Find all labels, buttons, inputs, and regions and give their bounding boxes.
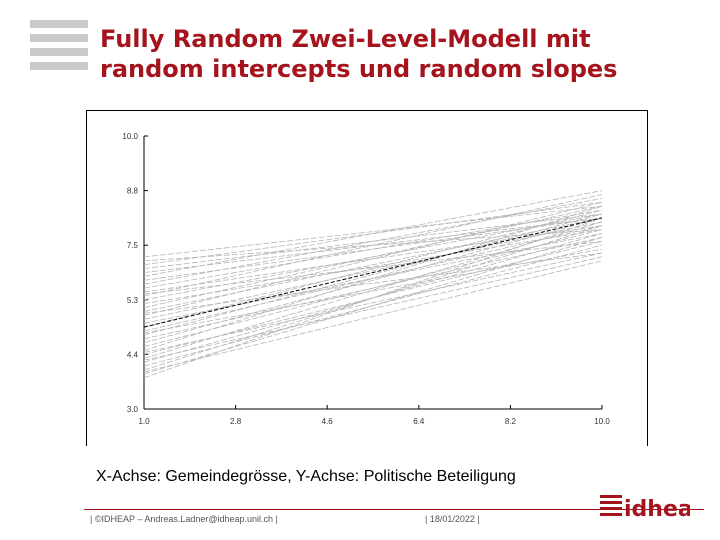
menu-bar [30, 34, 88, 42]
slide-title-line-1: Fully Random Zwei-Level-Modell mit [100, 25, 591, 53]
random-slope-line [143, 248, 603, 334]
y-tick-label: 5.3 [127, 296, 139, 305]
random-slope-line [143, 256, 603, 361]
random-slope-line [143, 205, 603, 351]
random-slope-line [143, 205, 603, 308]
random-slope-line [143, 217, 603, 344]
random-slope-line [143, 198, 603, 285]
y-tick-label: 3.0 [127, 405, 139, 414]
random-slope-line [143, 217, 603, 379]
x-tick-label: 1.0 [138, 417, 150, 426]
x-tick-label: 8.2 [505, 417, 517, 426]
y-tick-label: 4.4 [127, 350, 139, 359]
random-slope-line [143, 201, 603, 316]
random-slope-line [143, 205, 603, 258]
x-tick-label: 2.8 [230, 417, 242, 426]
x-tick-label: 6.4 [413, 417, 425, 426]
menu-bar [30, 62, 88, 70]
random-slope-line [143, 252, 603, 353]
random-slope-line [143, 240, 603, 295]
slide-title: Fully Random Zwei-Level-Modell mit rando… [100, 24, 700, 84]
footer-date: | 18/01/2022 | [425, 514, 480, 524]
random-slope-line [143, 229, 603, 347]
random-slope-line [143, 213, 603, 336]
random-slope-line [143, 217, 603, 273]
menu-bar [30, 48, 88, 56]
footer-divider [84, 509, 704, 510]
random-slope-line [143, 229, 603, 262]
random-slopes-chart: 1.0 2.8 4.6 6.4 8.2 10.0 10.0 8.8 7.5 5.3 4.4 3.0 [122, 132, 610, 426]
logo-text: idheap [624, 497, 690, 522]
random-slope-line [143, 229, 603, 305]
random-slope-line [143, 244, 603, 367]
idheap-logo: idheap [600, 495, 690, 522]
x-tick-label: 10.0 [594, 417, 610, 426]
y-tick-label: 8.8 [127, 187, 139, 196]
random-slope-line [143, 217, 603, 312]
y-tick-label: 7.5 [127, 241, 139, 250]
slide-title-line-2: random intercepts und random slopes [100, 55, 618, 83]
random-slope-line [143, 221, 603, 320]
plot-frame [86, 110, 648, 446]
menu-bar [30, 20, 88, 28]
footer-copyright: | ©IDHEAP – Andreas.Ladner@idheap.unil.c… [90, 514, 278, 524]
random-slope-line [143, 209, 603, 289]
logo-bars-icon [600, 495, 622, 516]
y-tick-label: 10.0 [122, 132, 138, 141]
random-slope-line [143, 209, 603, 328]
chart-caption: X-Achse: Gemeindegrösse, Y-Achse: Politi… [96, 468, 516, 485]
mean-regression-line [143, 217, 603, 328]
x-tick-label: 4.6 [322, 417, 334, 426]
random-slope-line [143, 225, 603, 293]
random-slope-line [143, 190, 603, 277]
random-slope-line [143, 260, 603, 373]
